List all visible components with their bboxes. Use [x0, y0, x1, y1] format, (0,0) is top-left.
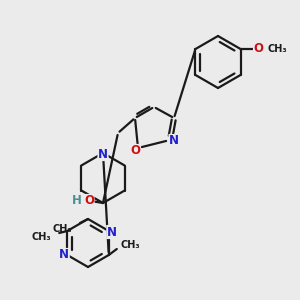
Text: N: N: [98, 148, 108, 160]
Text: O: O: [84, 194, 94, 208]
Text: N: N: [107, 226, 117, 238]
Text: O: O: [130, 145, 140, 158]
Text: O: O: [254, 43, 263, 56]
Text: N: N: [59, 248, 69, 262]
Text: N: N: [169, 134, 179, 148]
Text: CH₃: CH₃: [32, 232, 51, 242]
Text: H: H: [72, 194, 82, 208]
Text: CH₃: CH₃: [52, 224, 72, 234]
Text: CH₃: CH₃: [121, 240, 140, 250]
Text: CH₃: CH₃: [268, 44, 287, 54]
